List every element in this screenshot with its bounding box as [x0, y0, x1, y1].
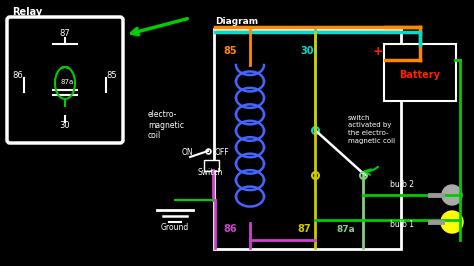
Text: 30: 30 — [60, 122, 70, 131]
Circle shape — [441, 211, 463, 233]
Text: bulb 1: bulb 1 — [390, 220, 414, 229]
Text: +: + — [373, 45, 383, 58]
Text: 87: 87 — [297, 224, 310, 234]
Text: 87a: 87a — [337, 225, 356, 234]
Text: switch
activated by
the electro-
magnetic coil: switch activated by the electro- magneti… — [348, 115, 395, 143]
Text: ON: ON — [182, 148, 193, 157]
Text: 87: 87 — [60, 30, 70, 39]
Text: 86: 86 — [13, 70, 23, 80]
Text: electro-
magnetic
coil: electro- magnetic coil — [148, 110, 184, 140]
Text: Diagram: Diagram — [215, 17, 258, 26]
Text: 85: 85 — [107, 70, 117, 80]
Text: OFF: OFF — [215, 148, 229, 157]
FancyBboxPatch shape — [7, 17, 123, 143]
Text: Relay: Relay — [12, 7, 42, 17]
Text: 87a: 87a — [60, 79, 73, 85]
FancyBboxPatch shape — [384, 44, 456, 101]
Text: Ground: Ground — [161, 223, 189, 232]
FancyBboxPatch shape — [214, 29, 401, 249]
Text: Switch: Switch — [197, 168, 223, 177]
Text: 85: 85 — [223, 46, 237, 56]
Text: Battery: Battery — [400, 70, 440, 81]
Text: 86: 86 — [223, 224, 237, 234]
Circle shape — [442, 185, 462, 205]
FancyBboxPatch shape — [204, 160, 219, 171]
Text: bulb 2: bulb 2 — [390, 180, 414, 189]
Text: 30: 30 — [300, 46, 313, 56]
